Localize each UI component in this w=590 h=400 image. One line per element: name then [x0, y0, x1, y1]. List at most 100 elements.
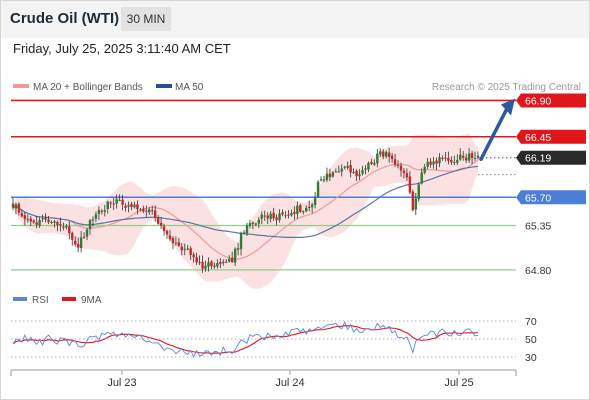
candle-body: [331, 172, 335, 177]
candle-body: [361, 170, 364, 174]
candle-body: [379, 151, 382, 155]
candle-body: [85, 229, 89, 237]
candle-body: [151, 210, 154, 212]
candle-body: [204, 265, 207, 269]
candle-body: [91, 219, 95, 221]
candle-body: [168, 235, 172, 240]
candle-body: [115, 199, 118, 204]
candle-body: [248, 223, 252, 226]
price-label-66.19: 66.19: [525, 153, 551, 165]
candle-body: [402, 170, 406, 174]
candle-body: [290, 212, 293, 216]
bollinger-band-layer: [13, 133, 478, 289]
candle-body: [50, 221, 53, 223]
price-label-box-65.70: [516, 190, 586, 205]
candle-body: [287, 214, 290, 216]
candle-body: [106, 201, 109, 209]
candle-body: [153, 210, 157, 218]
candle-body: [337, 171, 340, 173]
candle-body: [319, 179, 323, 181]
candle-body: [293, 211, 296, 214]
candle-body: [171, 238, 175, 243]
candle-body: [76, 243, 80, 248]
candle-body: [103, 210, 107, 212]
copyright: Research © 2025 Trading Central: [432, 82, 581, 93]
candle-body: [387, 152, 391, 157]
candle-body: [456, 160, 459, 163]
price-label-box-66.90: [516, 93, 586, 108]
candle-body: [148, 209, 151, 213]
candle-body: [257, 219, 261, 224]
candle-body: [56, 222, 59, 226]
bollinger-band: [13, 133, 478, 289]
candle-body: [355, 170, 358, 177]
candle-body: [393, 159, 397, 165]
candle-body: [426, 161, 429, 167]
candle-body: [263, 215, 266, 217]
candle-body: [88, 219, 92, 230]
candle-body: [364, 168, 367, 170]
candle-body: [432, 161, 435, 165]
candle-body: [310, 204, 314, 208]
timeframe-button[interactable]: 30 MIN: [121, 7, 171, 31]
candle-body: [411, 191, 415, 211]
candle-body: [121, 199, 124, 205]
candle-body: [35, 222, 38, 225]
candle-body: [139, 209, 142, 211]
candle-body: [340, 168, 343, 172]
candle-body: [127, 204, 130, 207]
candle-body: [109, 202, 112, 204]
candle-body: [266, 215, 269, 219]
candle-body: [192, 254, 195, 258]
candle-body: [112, 203, 115, 205]
candle-body: [159, 222, 163, 226]
candle-body: [62, 226, 65, 228]
candle-body: [23, 215, 27, 220]
forecast-arrow-layer: [479, 98, 515, 162]
candle-body: [417, 184, 420, 200]
candle-body: [464, 157, 468, 161]
price-level-labels: 66.90 66.45 66.19 65.70 65.35 64.80: [516, 93, 586, 277]
candle-body: [245, 225, 249, 234]
candle-body: [32, 220, 35, 223]
candle-body: [71, 232, 74, 240]
rsi-legend-label: RSI: [32, 295, 49, 306]
candle-body: [233, 248, 237, 263]
candle-body: [53, 221, 56, 223]
candle-body: [219, 262, 222, 264]
candle-body: [441, 157, 444, 159]
price-label-box-66.45: [516, 129, 586, 144]
candle-body: [65, 226, 68, 228]
candle-body: [236, 248, 240, 250]
ma9-legend-swatch: [62, 297, 76, 301]
candle-body: [325, 173, 329, 181]
candle-body: [429, 161, 432, 165]
candle-body: [142, 208, 145, 212]
candle-body: [384, 152, 388, 157]
candle-body: [453, 162, 456, 164]
candle-body: [44, 217, 47, 220]
candle-body: [396, 165, 400, 167]
candle-body: [367, 162, 370, 170]
rsi-legend-swatch: [13, 297, 27, 301]
candle-body: [17, 203, 21, 213]
candle-body: [420, 172, 423, 184]
candle-body: [145, 210, 148, 212]
candle-body: [156, 217, 160, 224]
candle-body: [352, 171, 355, 174]
candle-body: [228, 258, 231, 262]
candle-body: [216, 262, 219, 267]
candle-body: [68, 226, 71, 234]
candle-body: [470, 153, 474, 159]
forecast-arrow-shaft: [479, 106, 509, 162]
candle-body: [165, 230, 169, 235]
candle-body: [275, 217, 278, 220]
candle-body: [272, 212, 275, 219]
candle-body: [313, 197, 317, 205]
candle-body: [370, 162, 373, 164]
candle-body: [459, 154, 462, 160]
candle-body: [423, 166, 426, 173]
candle-body: [382, 151, 385, 157]
candle-body: [82, 236, 86, 238]
